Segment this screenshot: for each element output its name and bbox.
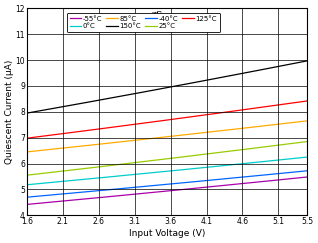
125°C (298, 100, 302, 103)
85°C (160, 136, 163, 139)
0°C (305, 156, 309, 158)
Y-axis label: Quiescent Current (μA): Quiescent Current (μA) (5, 60, 14, 164)
0°C (192, 167, 196, 170)
-55°C (160, 190, 163, 193)
150°C (192, 81, 196, 84)
25°C (255, 147, 259, 149)
-55°C (158, 190, 162, 193)
150°C (160, 87, 163, 90)
-40°C (192, 180, 196, 183)
150°C (305, 59, 309, 62)
150°C (255, 69, 259, 72)
25°C (176, 156, 180, 159)
0°C (25, 183, 29, 186)
85°C (305, 119, 309, 122)
150°C (25, 112, 29, 114)
0°C (160, 170, 163, 173)
25°C (158, 158, 162, 161)
25°C (298, 141, 302, 144)
0°C (255, 161, 259, 164)
85°C (176, 134, 180, 137)
25°C (25, 174, 29, 177)
-40°C (160, 183, 163, 186)
85°C (25, 150, 29, 153)
Line: -40°C: -40°C (27, 171, 307, 197)
Text: Tⲣ: Tⲣ (152, 11, 162, 19)
-55°C (298, 176, 302, 179)
-40°C (176, 182, 180, 185)
150°C (176, 84, 180, 87)
150°C (158, 87, 162, 90)
125°C (255, 106, 259, 109)
-40°C (158, 183, 162, 186)
-55°C (192, 187, 196, 190)
25°C (160, 158, 163, 161)
85°C (255, 125, 259, 128)
25°C (305, 140, 309, 143)
-40°C (25, 196, 29, 199)
125°C (160, 119, 163, 122)
0°C (158, 171, 162, 174)
125°C (176, 117, 180, 120)
Legend: -55°C, 0°C, 85°C, 150°C, -40°C, 25°C, 125°C: -55°C, 0°C, 85°C, 150°C, -40°C, 25°C, 12… (67, 13, 220, 32)
85°C (298, 120, 302, 123)
Line: 125°C: 125°C (27, 101, 307, 138)
Line: -55°C: -55°C (27, 177, 307, 204)
-55°C (305, 175, 309, 178)
25°C (192, 154, 196, 157)
-55°C (25, 203, 29, 206)
0°C (298, 156, 302, 159)
125°C (192, 115, 196, 118)
Line: 150°C: 150°C (27, 61, 307, 113)
125°C (25, 137, 29, 140)
0°C (176, 169, 180, 172)
150°C (298, 61, 302, 64)
Line: 25°C: 25°C (27, 142, 307, 175)
-55°C (255, 181, 259, 184)
Line: 0°C: 0°C (27, 157, 307, 185)
-40°C (305, 169, 309, 172)
-40°C (298, 170, 302, 173)
85°C (158, 136, 162, 139)
85°C (192, 132, 196, 135)
X-axis label: Input Voltage (V): Input Voltage (V) (129, 229, 205, 238)
Line: 85°C: 85°C (27, 121, 307, 152)
125°C (305, 99, 309, 102)
-40°C (255, 174, 259, 177)
125°C (158, 120, 162, 122)
-55°C (176, 189, 180, 191)
